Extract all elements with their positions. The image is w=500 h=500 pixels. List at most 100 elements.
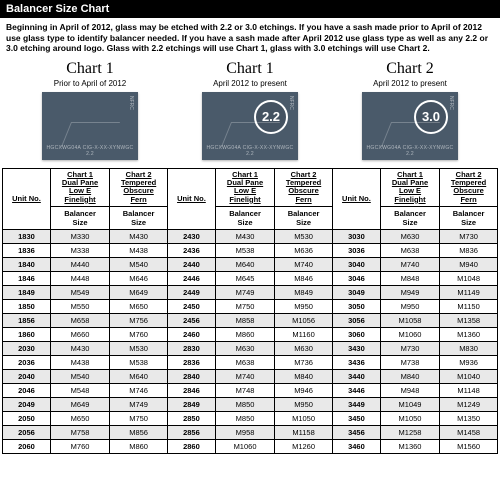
cell-balancer: M749 [110, 397, 168, 411]
cell-balancer: M1058 [380, 313, 439, 327]
cell-balancer: M548 [50, 383, 109, 397]
glass-sample-2: NFRC 2.2 HGCXWG04A CIG-X-XX-XYNWGC 2.2 [202, 92, 298, 160]
page-title: Balancer Size Chart [6, 3, 109, 15]
cell-balancer: M846 [275, 271, 333, 285]
cell-balancer: M1149 [440, 285, 498, 299]
cell-balancer: M440 [50, 257, 109, 271]
cell-unit: 2456 [167, 313, 215, 327]
cell-balancer: M550 [50, 299, 109, 313]
cell-unit: 3446 [332, 383, 380, 397]
cell-balancer: M630 [275, 341, 333, 355]
col-balancer: BalancerSize [380, 206, 439, 229]
table-row: 2030M430M5302830M630M6303430M730M830 [3, 341, 498, 355]
cell-balancer: M950 [380, 299, 439, 313]
cell-unit: 3050 [332, 299, 380, 313]
cell-unit: 1830 [3, 229, 51, 243]
cell-balancer: M1056 [275, 313, 333, 327]
col-unit-c: Unit No. [332, 168, 380, 229]
cell-unit: 2036 [3, 355, 51, 369]
cell-unit: 2449 [167, 285, 215, 299]
col-c2-c: Chart 2 Tempered Obscure Fern [440, 168, 498, 206]
cell-unit: 3430 [332, 341, 380, 355]
col-c1-a: Chart 1 Dual Pane Low E Finelight [50, 168, 109, 206]
balancer-table-body: 1830M330M4302430M430M5303030M630M7301836… [3, 229, 498, 453]
chart-tile-2: Chart 1 April 2012 to present NFRC 2.2 H… [180, 60, 320, 160]
cell-unit: 1850 [3, 299, 51, 313]
cell-balancer: M1160 [275, 327, 333, 341]
cell-balancer: M749 [215, 285, 274, 299]
cell-unit: 2030 [3, 341, 51, 355]
cell-unit: 2830 [167, 341, 215, 355]
cell-balancer: M650 [110, 299, 168, 313]
cell-unit: 2460 [167, 327, 215, 341]
cell-unit: 2850 [167, 411, 215, 425]
cell-unit: 2840 [167, 369, 215, 383]
cell-balancer: M1060 [215, 439, 274, 453]
cell-balancer: M948 [380, 383, 439, 397]
cell-balancer: M438 [110, 243, 168, 257]
cell-balancer: M756 [110, 313, 168, 327]
cell-balancer: M448 [50, 271, 109, 285]
col-balancer: BalancerSize [440, 206, 498, 229]
col-c2-a: Chart 2 Tempered Obscure Fern [110, 168, 168, 206]
cell-unit: 3049 [332, 285, 380, 299]
cell-balancer: M1060 [380, 327, 439, 341]
table-row: 1836M338M4382436M538M6363036M638M836 [3, 243, 498, 257]
cell-balancer: M1360 [380, 439, 439, 453]
cell-balancer: M860 [215, 327, 274, 341]
cell-unit: 2836 [167, 355, 215, 369]
cell-unit: 1846 [3, 271, 51, 285]
cell-balancer: M1458 [440, 425, 498, 439]
col-c1-c: Chart 1 Dual Pane Low E Finelight [380, 168, 439, 206]
cell-unit: 3030 [332, 229, 380, 243]
chart-tiles-row: Chart 1 Prior to April of 2012 NFRC HGCX… [0, 60, 500, 168]
cell-balancer: M1258 [380, 425, 439, 439]
cell-unit: 2060 [3, 439, 51, 453]
cell-unit: 1836 [3, 243, 51, 257]
cell-unit: 2846 [167, 383, 215, 397]
cell-balancer: M640 [110, 369, 168, 383]
cell-balancer: M1560 [440, 439, 498, 453]
cell-balancer: M949 [380, 285, 439, 299]
cell-balancer: M936 [440, 355, 498, 369]
cell-balancer: M946 [275, 383, 333, 397]
cell-balancer: M958 [215, 425, 274, 439]
cell-balancer: M736 [275, 355, 333, 369]
cell-balancer: M638 [380, 243, 439, 257]
cell-balancer: M740 [215, 369, 274, 383]
cell-balancer: M1049 [380, 397, 439, 411]
table-row: 2040M540M6402840M740M8403440M840M1040 [3, 369, 498, 383]
cell-balancer: M650 [50, 411, 109, 425]
cell-unit: 3060 [332, 327, 380, 341]
cell-balancer: M950 [275, 397, 333, 411]
cell-balancer: M850 [215, 397, 274, 411]
cell-unit: 2860 [167, 439, 215, 453]
cell-balancer: M840 [380, 369, 439, 383]
cell-balancer: M850 [215, 411, 274, 425]
cell-balancer: M660 [50, 327, 109, 341]
col-balancer: BalancerSize [275, 206, 333, 229]
chart-tile-1: Chart 1 Prior to April of 2012 NFRC HGCX… [20, 60, 160, 160]
table-row: 2056M758M8562856M958M11583456M1258M1458 [3, 425, 498, 439]
col-unit-a: Unit No. [3, 168, 51, 229]
cell-balancer: M748 [215, 383, 274, 397]
chart-tile-3-sub: April 2012 to present [340, 79, 480, 88]
table-row: 1850M550M6502450M750M9503050M950M1150 [3, 299, 498, 313]
etch-bottom-text: HGCXWG04A CIG-X-XX-XYNWGC 2.2 [366, 145, 454, 157]
table-row: 2046M548M7462846M748M9463446M948M1148 [3, 383, 498, 397]
table-row: 2050M650M7502850M850M10503450M1050M1350 [3, 411, 498, 425]
cell-balancer: M750 [215, 299, 274, 313]
table-row: 1849M549M6492449M749M8493049M949M1149 [3, 285, 498, 299]
col-c2-b: Chart 2 Tempered Obscure Fern [275, 168, 333, 206]
cell-balancer: M830 [440, 341, 498, 355]
chart-tile-3-title: Chart 2 [340, 60, 480, 78]
cell-unit: 2436 [167, 243, 215, 257]
chart-tile-3: Chart 2 April 2012 to present NFRC 3.0 H… [340, 60, 480, 160]
cell-balancer: M1360 [440, 327, 498, 341]
cell-balancer: M658 [50, 313, 109, 327]
cell-balancer: M540 [110, 257, 168, 271]
etch-side-text: NFRC [448, 96, 454, 110]
cell-balancer: M848 [380, 271, 439, 285]
table-row: 2036M438M5382836M638M7363436M738M936 [3, 355, 498, 369]
cell-balancer: M836 [440, 243, 498, 257]
